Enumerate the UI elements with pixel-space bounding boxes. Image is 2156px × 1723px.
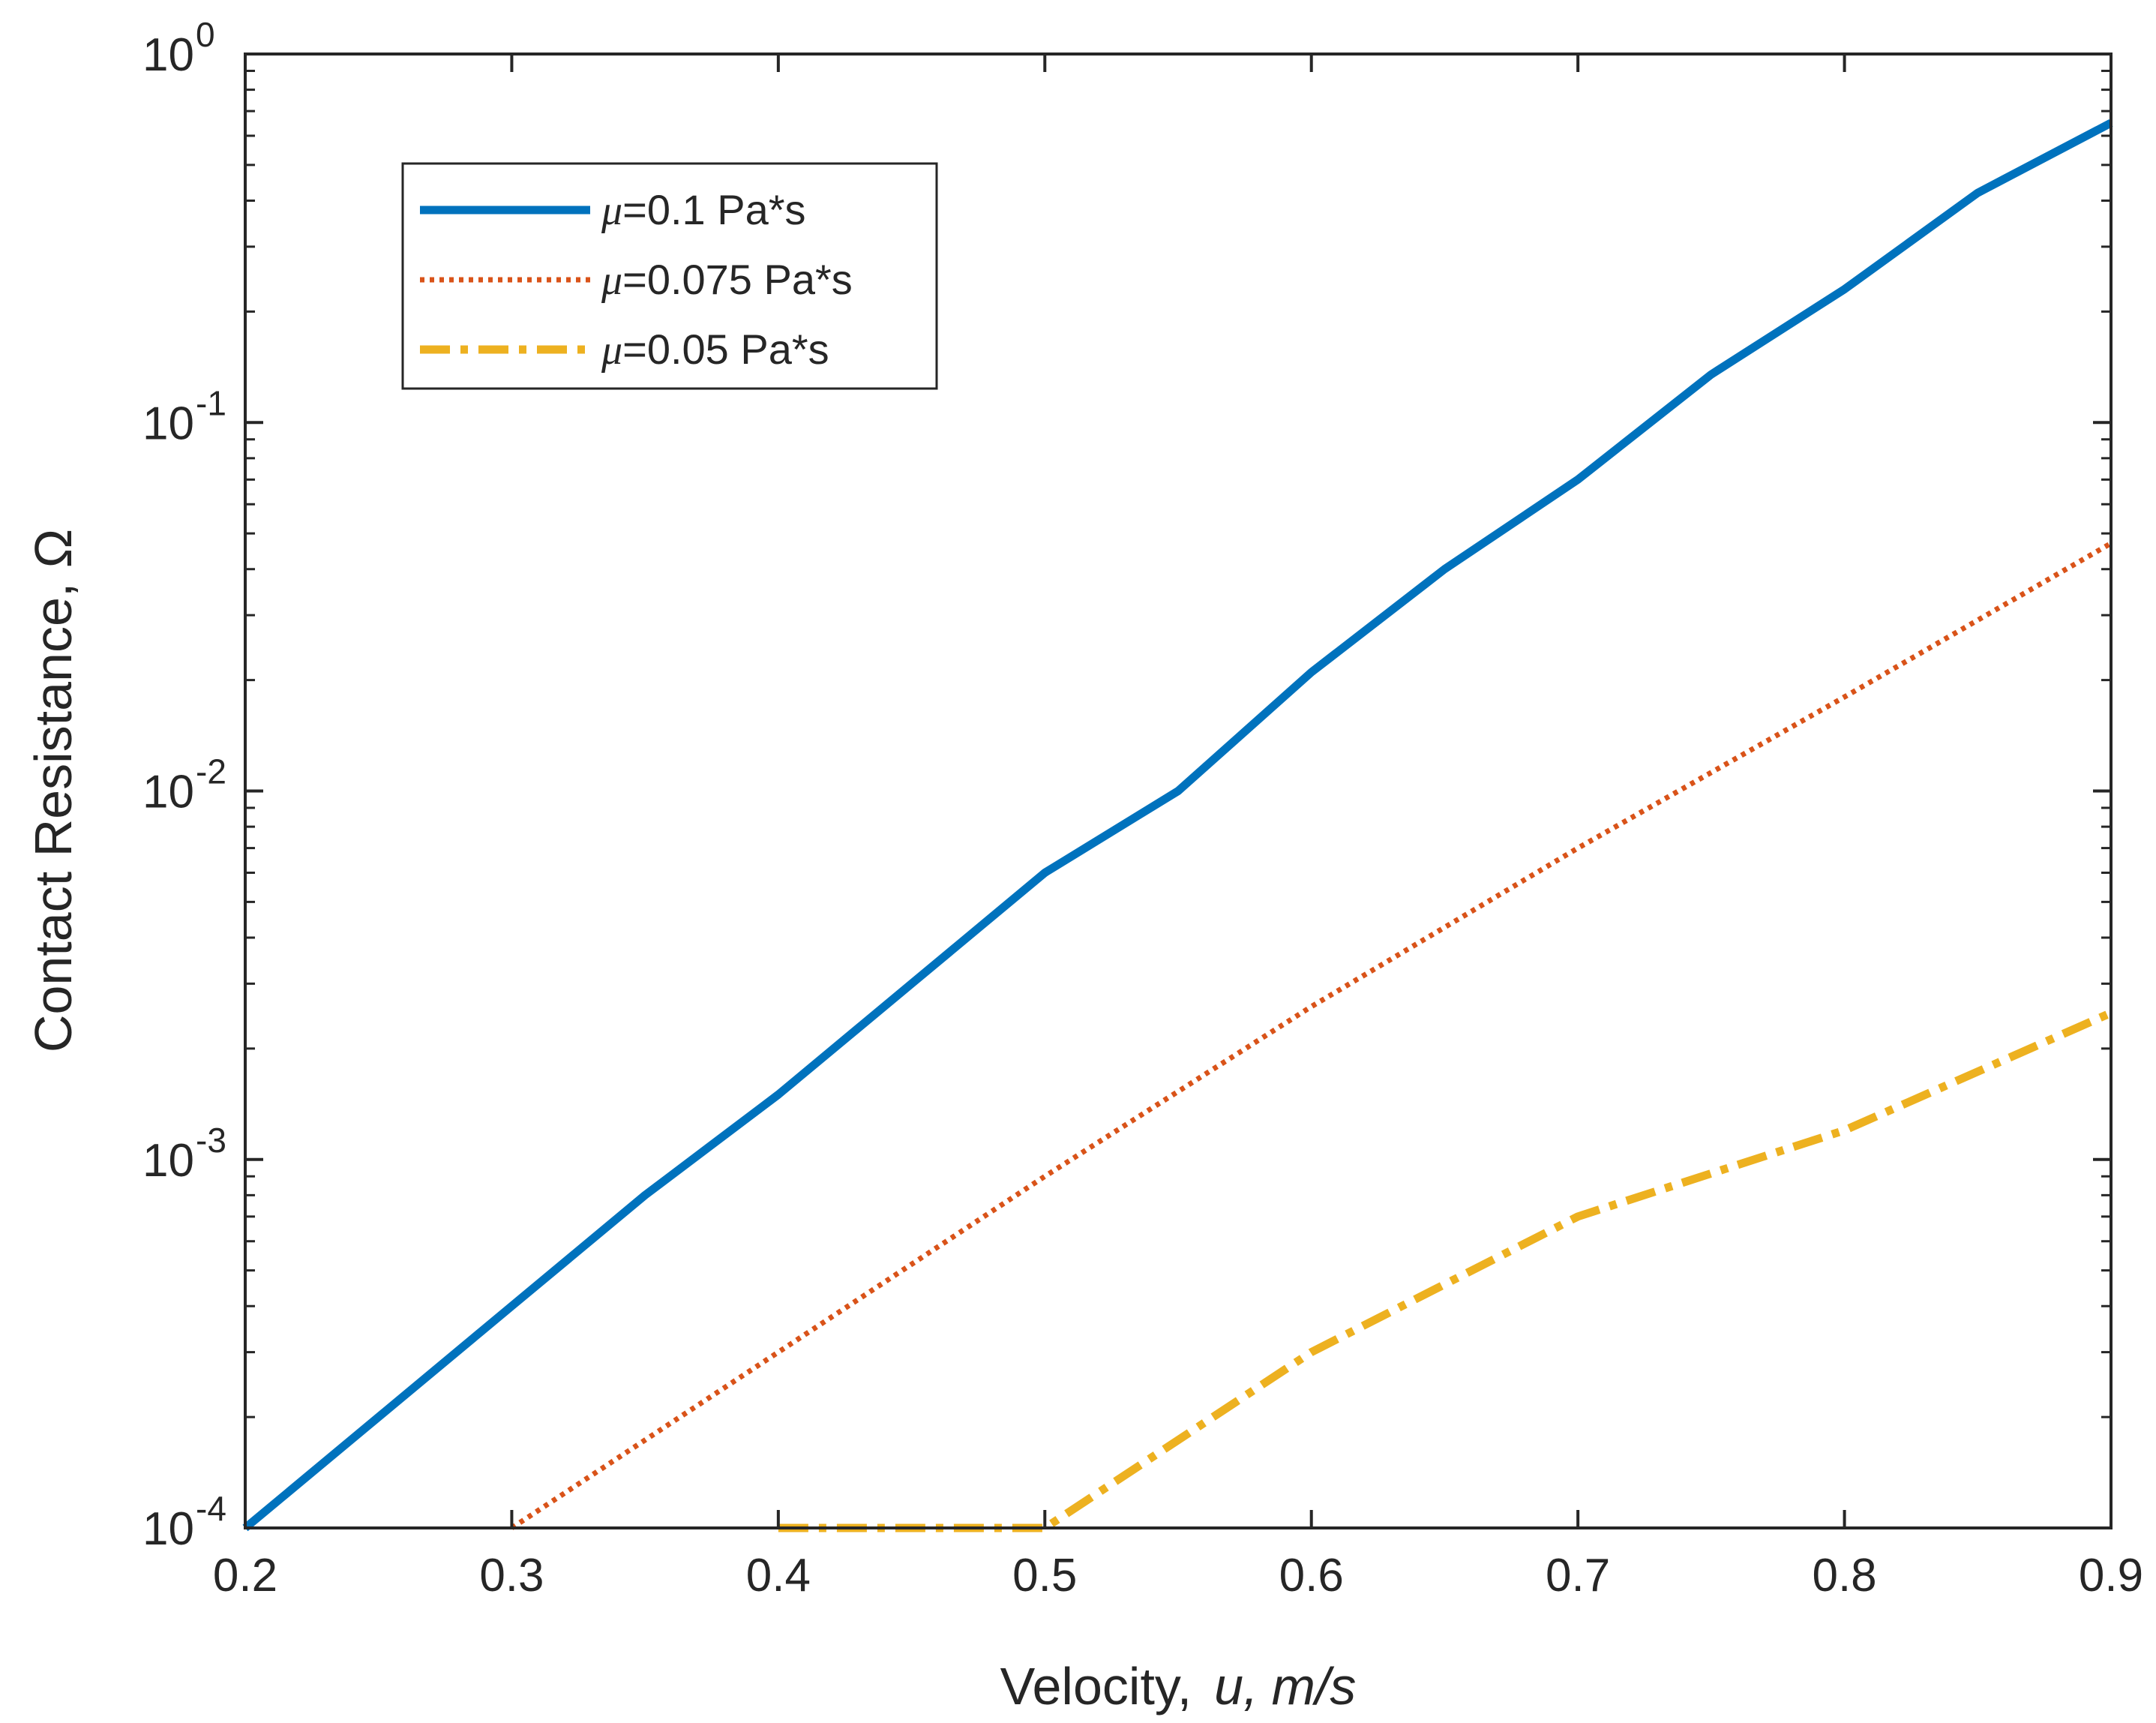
- x-tick-label: 0.5: [1012, 1550, 1077, 1601]
- data-point: [1311, 672, 1312, 673]
- legend-text: =0.075 Pa*s: [622, 256, 853, 303]
- series-line-1: [242, 119, 2113, 1532]
- x-tick-label: 0.4: [746, 1550, 811, 1601]
- x-tick-label: 0.6: [1279, 1550, 1344, 1601]
- x-axis: 0.2 0.3 0.4 0.5 0.6 0.7 0.8 0.9: [213, 54, 2143, 1601]
- y-tick-label-exponent: -4: [196, 1489, 226, 1528]
- legend-symbol: μ: [601, 257, 622, 304]
- x-tick-label: 0.8: [1812, 1550, 1876, 1601]
- y-tick-label: 10: [142, 398, 194, 449]
- y-tick-label-base: 10: [142, 29, 194, 81]
- x-tick-label: 0.3: [479, 1550, 544, 1601]
- data-point: [1844, 289, 1845, 290]
- legend-symbol: μ: [601, 188, 622, 234]
- legend-label-1: μ=0.1 Pa*s: [601, 186, 806, 234]
- y-tick-label: 10: [142, 1135, 194, 1187]
- legend-text: =0.05 Pa*s: [622, 326, 829, 373]
- y-tick-label-exponent: -1: [196, 383, 226, 422]
- data-point: [1578, 479, 1579, 480]
- data-point: [1844, 697, 1845, 698]
- x-axis-label-symbol: u,: [1214, 1657, 1258, 1715]
- y-tick-label: 10: [142, 767, 194, 818]
- y-tick-label-base: 10: [142, 1503, 194, 1555]
- x-tick-label: 0.2: [213, 1550, 277, 1601]
- x-tick-label: 0.7: [1546, 1550, 1610, 1601]
- data-point: [1311, 1006, 1312, 1007]
- y-tick-label-exponent: -2: [196, 752, 226, 791]
- y-tick-label: 10: [142, 29, 194, 81]
- y-tick-label-base: 10: [142, 1135, 194, 1187]
- y-tick-label-base: 10: [142, 767, 194, 818]
- y-axis-label: Contact Resistance, Ω: [24, 529, 82, 1052]
- legend-text: =0.1 Pa*s: [622, 186, 805, 233]
- legend-label-3: μ=0.05 Pa*s: [601, 326, 829, 374]
- x-tick-label: 0.9: [2079, 1550, 2143, 1601]
- data-point: [1578, 1216, 1579, 1217]
- legend-symbol: μ: [601, 327, 622, 374]
- y-tick-label-base: 10: [142, 398, 194, 449]
- y-tick-label: 10: [142, 1503, 194, 1555]
- y-tick-label-exponent: 0: [196, 15, 215, 54]
- x-axis-label-unit: m/s: [1272, 1657, 1357, 1715]
- legend-label-2: μ=0.075 Pa*s: [601, 256, 853, 304]
- series-line-2: [510, 541, 2113, 1530]
- x-axis-label: Velocity, u, m/s: [1000, 1657, 1357, 1715]
- data-point: [645, 1195, 646, 1196]
- data-point: [511, 1306, 512, 1307]
- data-point: [911, 983, 912, 984]
- data-point: [378, 1417, 379, 1418]
- legend: μ=0.1 Pa*sμ=0.075 Pa*sμ=0.05 Pa*s: [401, 162, 938, 390]
- y-tick-label-exponent: -3: [196, 1121, 226, 1160]
- x-axis-label-text: Velocity,: [1000, 1657, 1192, 1715]
